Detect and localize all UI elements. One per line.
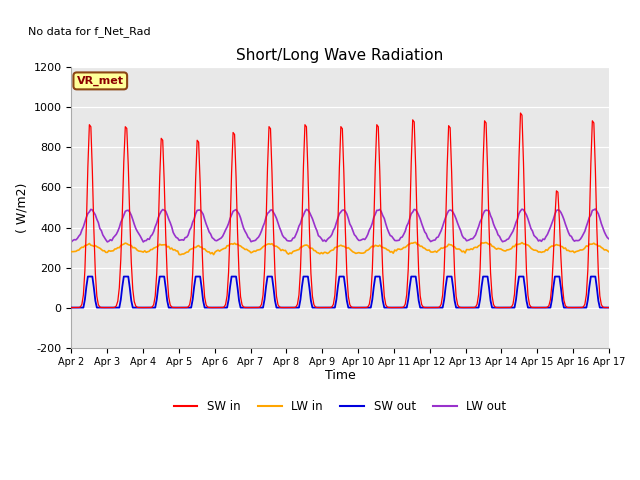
Text: No data for f_Net_Rad: No data for f_Net_Rad: [28, 26, 151, 36]
LW out: [255, 234, 262, 240]
SW out: [247, 305, 255, 311]
Line: SW in: SW in: [72, 113, 609, 308]
SW out: [68, 305, 76, 311]
Y-axis label: ( W/m2): ( W/m2): [15, 182, 28, 233]
LW out: [228, 212, 236, 218]
LW in: [133, 247, 141, 253]
LW in: [177, 252, 184, 258]
LW out: [133, 228, 141, 234]
LW out: [575, 238, 582, 243]
LW out: [68, 239, 76, 245]
LW in: [412, 240, 420, 245]
SW out: [256, 305, 264, 311]
SW in: [303, 124, 310, 130]
Line: SW out: SW out: [72, 276, 609, 308]
SW out: [605, 305, 612, 311]
SW out: [135, 305, 143, 311]
SW in: [68, 305, 76, 311]
LW in: [304, 243, 312, 249]
LW out: [246, 236, 253, 241]
SW in: [133, 304, 141, 310]
Line: LW in: LW in: [72, 242, 609, 255]
LW in: [229, 241, 237, 247]
SW in: [534, 305, 542, 311]
SW in: [246, 305, 253, 311]
LW in: [256, 247, 264, 252]
LW out: [605, 236, 612, 242]
LW in: [247, 250, 255, 256]
Line: LW out: LW out: [72, 209, 609, 242]
Text: VR_met: VR_met: [77, 76, 124, 86]
Legend: SW in, LW in, SW out, LW out: SW in, LW in, SW out, LW out: [169, 396, 511, 418]
SW in: [605, 305, 612, 311]
LW out: [303, 206, 310, 212]
SW in: [578, 305, 586, 311]
LW in: [68, 249, 76, 254]
LW out: [591, 206, 599, 212]
LW in: [605, 249, 612, 254]
X-axis label: Time: Time: [324, 369, 355, 382]
SW out: [229, 274, 237, 279]
SW out: [577, 305, 584, 311]
SW in: [228, 170, 236, 176]
Title: Short/Long Wave Radiation: Short/Long Wave Radiation: [237, 48, 444, 63]
SW in: [516, 110, 524, 116]
LW in: [578, 247, 586, 253]
SW out: [304, 274, 312, 279]
SW in: [255, 305, 262, 311]
SW out: [84, 274, 92, 279]
